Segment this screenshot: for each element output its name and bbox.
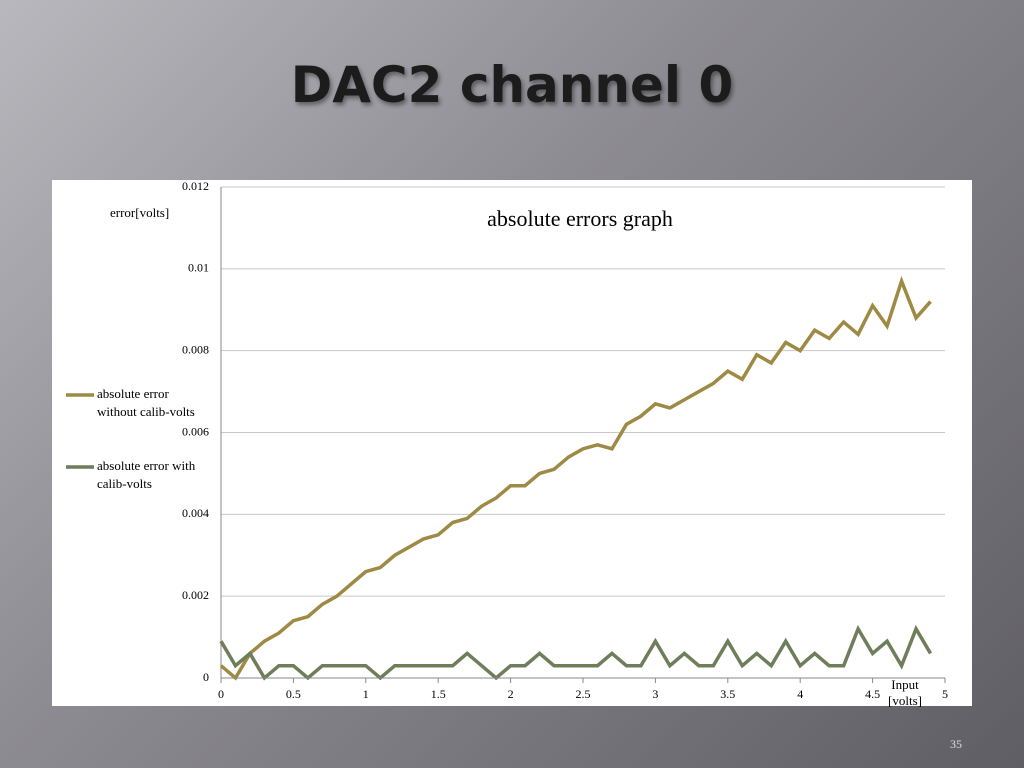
x-tick-label: 1.5 — [431, 687, 446, 701]
chart: absolute errors graph error[volts] 0 0.00… — [52, 180, 972, 706]
y-tick-label: 0.008 — [182, 342, 209, 356]
x-tick-label: 5 — [942, 687, 948, 701]
legend-label: absolute error without calib-volts — [97, 386, 195, 419]
x-tick-label: 3.5 — [720, 687, 735, 701]
x-tick-label: 1 — [363, 687, 369, 701]
y-tick-label: 0.004 — [182, 506, 209, 520]
y-tick-label: 0.006 — [182, 424, 209, 438]
x-tick-label: 4.5 — [865, 687, 880, 701]
chart-title: absolute errors graph — [487, 206, 673, 231]
page-number: 35 — [950, 737, 962, 751]
series-line — [219, 275, 932, 681]
x-tick-label: 2.5 — [576, 687, 591, 701]
y-tick-label: 0 — [203, 670, 209, 684]
x-tick-label: 0.5 — [286, 687, 301, 701]
x-tick-label: 3 — [652, 687, 658, 701]
legend-label: absolute error with calib-volts — [97, 458, 196, 491]
y-tick-label: 0.002 — [182, 588, 209, 602]
series-line — [219, 624, 933, 681]
x-tick-label: 2 — [508, 687, 514, 701]
x-axis-title: Input [volts] — [888, 677, 922, 708]
slide-title: DAC2 channel 0 — [290, 56, 734, 114]
x-tick-label: 0 — [218, 687, 224, 701]
x-tick-label: 4 — [797, 687, 803, 701]
y-tick-label: 0.012 — [182, 180, 209, 193]
y-tick-label: 0.01 — [188, 261, 209, 275]
y-axis-title: error[volts] — [110, 205, 169, 220]
chart-background — [52, 180, 972, 706]
